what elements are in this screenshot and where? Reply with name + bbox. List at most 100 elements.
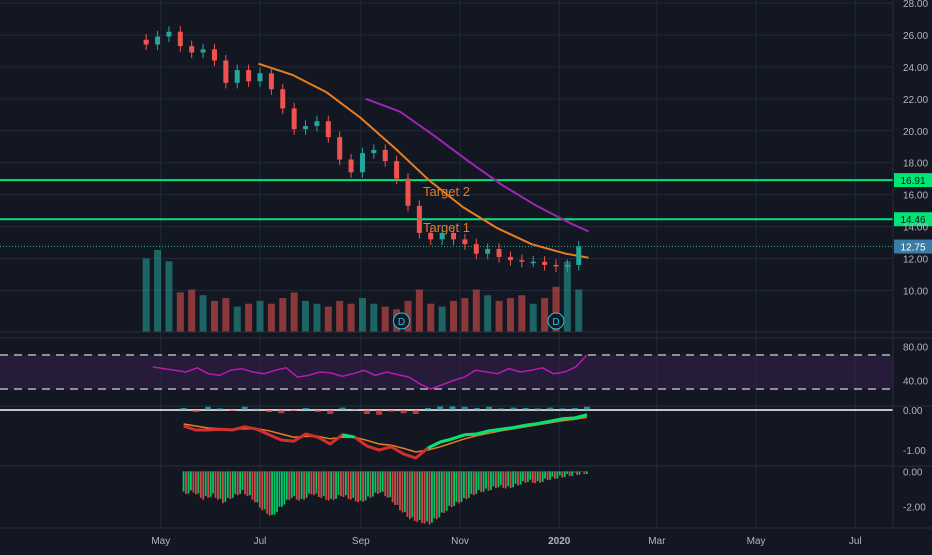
- candle-body: [360, 153, 365, 172]
- oscillator-bar: [274, 471, 276, 514]
- candle-body: [485, 249, 490, 254]
- oscillator-bar: [434, 471, 436, 518]
- price-tick-label: 28.00: [903, 0, 928, 10]
- candle-body: [417, 206, 422, 233]
- oscillator-bar: [276, 471, 278, 512]
- oscillator-bar: [210, 471, 212, 497]
- volume-bar: [256, 301, 263, 332]
- oscillator-bar: [207, 471, 209, 498]
- oscillator-bar: [328, 471, 330, 500]
- oscillator-bar: [222, 471, 224, 503]
- oscillator-bar: [188, 471, 190, 493]
- candle-body: [371, 150, 376, 153]
- oscillator-bar: [402, 471, 404, 512]
- oscillator-bar: [347, 471, 349, 498]
- volume-bar: [496, 301, 503, 332]
- volume-bar: [268, 304, 275, 332]
- candle-body: [553, 265, 558, 267]
- oscillator-bar: [350, 471, 352, 499]
- oscillator-bar: [229, 471, 231, 499]
- price-tick-label: 12.00: [903, 255, 928, 266]
- oscillator-bar: [360, 471, 362, 500]
- volume-bar: [336, 301, 343, 332]
- volume-bar: [325, 307, 332, 332]
- oscillator-bar: [539, 471, 541, 483]
- volume-bar: [473, 290, 480, 332]
- macd-line-bull: [465, 434, 477, 435]
- candle-body: [223, 60, 228, 82]
- volume-bar: [518, 295, 525, 332]
- oscillator-bar: [579, 471, 581, 474]
- volume-bar: [291, 292, 298, 332]
- volume-bar: [427, 304, 434, 332]
- oscillator-bar: [242, 471, 244, 490]
- oscillator-bar: [399, 471, 401, 510]
- oscillator-bar: [547, 471, 549, 480]
- candle-body: [542, 262, 547, 265]
- price-tick-label: 10.00: [903, 286, 928, 297]
- macd-hist-bar: [559, 408, 565, 410]
- oscillator-bar: [529, 471, 531, 479]
- oscillator-bar: [527, 471, 529, 482]
- time-tick-label: 2020: [548, 536, 571, 547]
- macd-hist-bar: [376, 410, 382, 415]
- oscillator-bar: [544, 471, 546, 478]
- macd-hist-bar: [511, 408, 517, 410]
- oscillator-bar: [315, 471, 317, 493]
- oscillator-bar: [271, 471, 273, 514]
- oscillator-bar: [500, 471, 502, 485]
- macd-tick-label: 0.00: [903, 406, 923, 417]
- oscillator-bar: [502, 471, 504, 488]
- candle-body: [246, 70, 251, 81]
- candle-body: [394, 161, 399, 179]
- oscillator-bar: [436, 471, 438, 519]
- macd-hist-bar: [339, 408, 345, 410]
- oscillator-bar: [190, 471, 192, 490]
- oscillator-bar: [338, 471, 340, 494]
- oscillator-bar: [195, 471, 197, 494]
- oscillator-bar: [247, 471, 249, 496]
- oscillator-bar: [291, 471, 293, 498]
- oscillator-bar: [574, 471, 576, 472]
- macd-hist-bar: [388, 410, 394, 412]
- oscillator-bar: [522, 471, 524, 481]
- macd-hist-bar: [364, 410, 370, 414]
- time-tick-label: Mar: [648, 536, 666, 547]
- oscillator-bar: [357, 471, 359, 502]
- oscillator-bar: [288, 471, 290, 500]
- candle-body: [292, 108, 297, 129]
- oscillator-bar: [313, 471, 315, 495]
- oscillator-bar: [404, 471, 406, 512]
- oscillator-bar: [298, 471, 300, 500]
- macd-hist-bar: [278, 410, 284, 413]
- macd-hist-bar: [474, 408, 480, 410]
- oscillator-bar: [355, 471, 357, 501]
- oscillator-bar: [525, 471, 527, 483]
- oscillator-bar: [485, 471, 487, 488]
- oscillator-bar: [311, 471, 313, 494]
- oscillator-bar: [554, 471, 556, 479]
- oscillator-bar: [463, 471, 465, 498]
- oscillator-bar: [374, 471, 376, 492]
- oscillator-bar: [470, 471, 472, 494]
- volume-bar: [188, 290, 195, 332]
- oscillator-bar: [556, 471, 558, 478]
- oscillator-bar: [392, 471, 394, 502]
- oscillator-bar: [414, 471, 416, 521]
- volume-bar: [541, 298, 548, 332]
- volume-bar: [416, 290, 423, 332]
- macd-hist-bar: [181, 408, 187, 410]
- oscillator-tick-label: 0.00: [903, 467, 923, 478]
- macd-tick-label: -1.00: [903, 446, 926, 457]
- oscillator-bar: [456, 471, 458, 502]
- time-tick-label: Jul: [849, 536, 862, 547]
- macd-hist-bar: [535, 408, 541, 410]
- oscillator-bar: [234, 471, 236, 494]
- oscillator-bar: [451, 471, 453, 507]
- price-tick-label: 24.00: [903, 63, 928, 74]
- oscillator-bar: [490, 471, 492, 490]
- volume-bar: [302, 301, 309, 332]
- volume-bar: [439, 307, 446, 332]
